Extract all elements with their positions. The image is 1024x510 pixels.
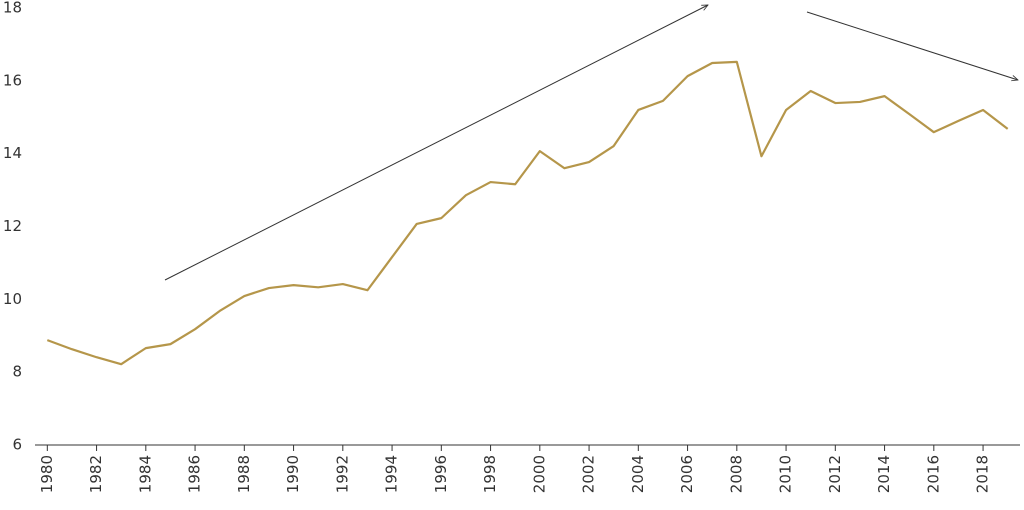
- x-tick-label: 1988: [235, 455, 253, 493]
- y-tick-label: 16: [3, 71, 22, 89]
- x-tick-label: 1982: [87, 455, 105, 493]
- x-tick-label: 2002: [580, 455, 598, 493]
- x-tick-label: 1990: [284, 455, 302, 493]
- x-tick-label: 2004: [629, 455, 647, 493]
- y-tick-label: 18: [3, 0, 22, 17]
- x-tick-label: 2016: [924, 455, 942, 493]
- trend-arrow: [164, 5, 708, 281]
- y-tick-label: 12: [3, 217, 22, 235]
- x-tick-label: 1994: [383, 455, 401, 493]
- y-tick-label: 6: [12, 436, 22, 454]
- x-tick-label: 1996: [432, 455, 450, 493]
- y-tick-label: 8: [12, 363, 22, 381]
- x-tick-label: 2018: [974, 455, 992, 493]
- x-tick-label: 1998: [481, 455, 499, 493]
- x-tick-label: 1980: [38, 455, 56, 493]
- x-tick-label: 1984: [136, 455, 154, 493]
- x-tick-label: 2008: [727, 455, 745, 493]
- x-tick-label: 2010: [777, 455, 795, 493]
- x-tick-label: 2014: [875, 455, 893, 493]
- x-tick-label: 2000: [530, 455, 548, 493]
- data-line: [46, 60, 1009, 366]
- trend-arrow: [806, 11, 1018, 80]
- x-tick-label: 2006: [678, 455, 696, 493]
- y-tick-label: 10: [3, 290, 22, 308]
- x-tick-label: 1986: [186, 455, 204, 493]
- y-tick-label: 14: [3, 144, 22, 162]
- x-tick-label: 2012: [826, 455, 844, 493]
- x-tick-label: 1992: [333, 455, 351, 493]
